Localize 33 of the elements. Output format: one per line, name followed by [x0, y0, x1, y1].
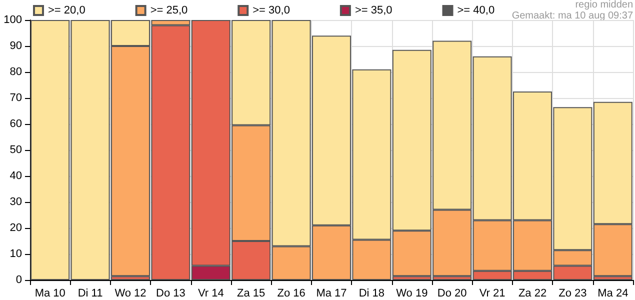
- y-tick-label: 20: [10, 222, 22, 234]
- y-tick-label: 70: [10, 92, 22, 104]
- y-tick-label: 60: [10, 118, 22, 130]
- y-tick-label: 100: [4, 14, 22, 26]
- x-tick-label: Di 11: [78, 288, 103, 300]
- legend-label: >= 40,0: [457, 4, 495, 16]
- x-tick-label: Zo 23: [558, 288, 587, 300]
- x-tick-label: Vr 14: [198, 288, 224, 300]
- x-tick-label: Ma 24: [598, 288, 628, 300]
- text: regio midden: [575, 0, 633, 10]
- y-tick-label: 0: [16, 274, 22, 286]
- y-tick-label: 90: [10, 40, 22, 52]
- y-tick-label: 40: [10, 170, 22, 182]
- legend-label: >= 20,0: [48, 4, 86, 16]
- x-tick-label: Zo 16: [277, 288, 306, 300]
- x-tick-label: Wo 12: [114, 288, 146, 300]
- x-tick-label: Ma 17: [316, 288, 347, 300]
- legend-label: >= 35,0: [354, 4, 392, 16]
- x-tick-label: Di 18: [358, 288, 385, 300]
- annotation: Gemaakt: ma 10 aug 09:37: [512, 10, 634, 22]
- x-tick-label: Wo 19: [396, 288, 428, 300]
- x-tick-label: Do 13: [156, 288, 186, 300]
- y-tick-label: 50: [10, 144, 22, 156]
- y-tick-label: 10: [10, 248, 22, 260]
- y-tick-label: 80: [10, 66, 22, 78]
- legend-label: >= 30,0: [252, 4, 290, 16]
- x-tick-label: Ma 10: [34, 288, 66, 300]
- y-tick-label: 30: [10, 196, 22, 208]
- x-tick-label: Do 20: [437, 288, 467, 300]
- x-tick-label: Za 22: [518, 288, 547, 300]
- legend-label: >= 25,0: [150, 4, 188, 16]
- x-tick-label: Vr 21: [479, 288, 506, 300]
- x-tick-label: Za 15: [237, 288, 266, 300]
